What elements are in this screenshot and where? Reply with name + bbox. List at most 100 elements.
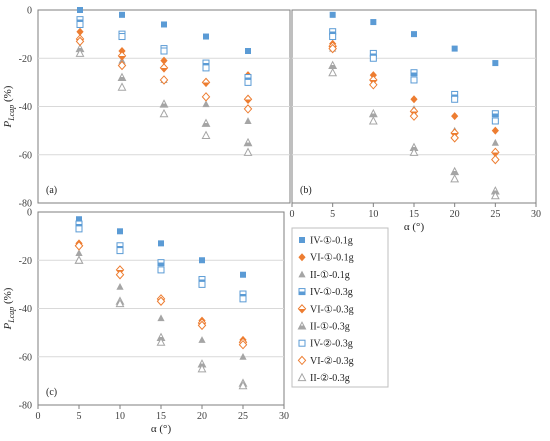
x-tick-label: 20	[197, 411, 207, 422]
data-point-VI-0.3g	[369, 80, 378, 90]
data-point-IV-0.3g	[369, 54, 377, 62]
data-point-IV-0.1g	[161, 21, 167, 28]
y-tick-label: -60	[19, 352, 32, 363]
legend-marker	[298, 270, 306, 278]
legend-marker	[297, 355, 307, 366]
data-point-VI-0.3g	[238, 339, 248, 350]
data-point-VI-0.1g	[369, 71, 377, 80]
chart-panel-1: 0 -20 -40 -60 -80 PLcap (%) (a)	[2, 6, 291, 210]
data-point-IV-0.3g	[451, 95, 459, 103]
x-axis-label: α (°)	[404, 221, 425, 233]
legend-marker	[297, 321, 307, 330]
data-point-VI-0.3g	[243, 104, 253, 114]
data-point-VI-0.3g	[243, 94, 253, 105]
legend-label: II-①-0.3g	[310, 322, 350, 333]
y-tick-label: -20	[19, 256, 32, 267]
x-tick-label: 0	[290, 209, 295, 220]
legend-marker	[297, 372, 307, 382]
data-point-IV-0.3g	[244, 78, 252, 86]
data-point-II-0.3g	[201, 130, 211, 139]
data-point-II-0.3g	[117, 82, 127, 91]
data-point-II-0.3g	[74, 255, 84, 264]
data-point-VI-0.3g	[197, 320, 207, 331]
data-point-II-0.1g	[157, 314, 165, 322]
data-point-IV-0.1g	[492, 60, 499, 67]
data-point-IV-0.3g	[491, 117, 499, 125]
legend-marker	[297, 304, 307, 314]
data-point-II-0.3g	[75, 48, 85, 57]
x-tick-label: 5	[330, 209, 335, 220]
data-point-IV-0.3g	[202, 64, 210, 72]
x-tick-label: 25	[238, 411, 248, 422]
data-point-II-0.3g	[159, 99, 169, 108]
data-point-IV-0.1g	[203, 33, 209, 40]
data-point-II-0.3g	[328, 67, 338, 77]
data-point-II-0.3g	[159, 108, 169, 118]
x-tick-label: 30	[279, 411, 289, 422]
data-point-VI-0.3g	[115, 269, 125, 280]
data-point-II-0.1g	[239, 352, 247, 360]
y-axis-label: PLcap (%)	[2, 287, 16, 330]
data-point-IV-0.3g	[410, 76, 418, 84]
y-tick-label: 0	[27, 6, 32, 17]
legend-marker	[298, 253, 306, 262]
y-tick-label: -20	[19, 54, 32, 65]
x-tick-label: 25	[490, 209, 500, 220]
data-point-IV-0.1g	[117, 228, 123, 235]
data-point-II-0.1g	[198, 336, 206, 343]
y-tick-label: -80	[19, 401, 32, 412]
x-tick-label: 0	[36, 411, 41, 422]
y-tick-label: -60	[19, 150, 32, 161]
y-tick-label: 0	[27, 208, 32, 219]
legend-label: IV-②-0.3g	[310, 339, 353, 350]
data-point-IV-0.1g	[199, 257, 205, 264]
panel-label: (c)	[46, 387, 57, 398]
data-point-IV-0.1g	[245, 48, 251, 55]
data-point-IV-0.3g	[329, 33, 337, 41]
data-point-IV-0.1g	[451, 45, 458, 52]
data-point-VI-0.1g	[118, 47, 126, 56]
x-tick-label: 10	[115, 411, 125, 422]
chart-panel-3: 0 -20 -40 -60 -80 0 5 10 15 20 25 30 PLcap (%) α (°) (…	[2, 208, 289, 436]
x-tick-label: 20	[450, 209, 460, 220]
data-point-II-0.3g	[409, 147, 419, 156]
data-point-VI-0.3g	[201, 77, 211, 88]
data-point-II-0.3g	[197, 363, 207, 373]
legend-marker	[298, 288, 306, 296]
data-point-II-0.3g	[201, 118, 211, 127]
data-point-VI-0.3g	[75, 36, 85, 47]
data-point-VI-0.3g	[328, 43, 337, 54]
legend-box	[291, 227, 389, 388]
x-tick-label: 15	[409, 209, 419, 220]
data-point-IV-0.3g	[75, 225, 83, 233]
data-point-VI-0.3g	[491, 154, 500, 165]
data-point-IV-0.1g	[240, 271, 246, 278]
data-point-II-0.1g	[491, 138, 499, 146]
y-axis-label: PLcap (%)	[2, 85, 16, 128]
data-point-II-0.3g	[490, 190, 500, 200]
x-tick-label: 30	[531, 209, 541, 220]
legend-label: VI-①-0.1g	[310, 253, 354, 264]
data-point-VI-0.3g	[450, 133, 459, 143]
data-point-II-0.3g	[238, 380, 248, 390]
legend-label: VI-②-0.3g	[310, 356, 354, 367]
data-point-VI-0.3g	[156, 296, 166, 307]
y-tick-label: -80	[19, 199, 32, 210]
data-point-VI-0.1g	[76, 27, 84, 36]
legend: IV-①-0.1g VI-①-0.1g II-①-0.1g IV-①-0.3g VI-①…	[291, 227, 389, 388]
data-point-VI-0.3g	[159, 75, 169, 85]
data-point-II-0.3g	[243, 147, 253, 156]
data-point-VI-0.3g	[117, 60, 127, 71]
data-point-IV-0.3g	[157, 266, 165, 274]
x-tick-label: 10	[368, 209, 378, 220]
data-point-II-0.1g	[202, 100, 210, 108]
data-point-II-0.3g	[156, 337, 166, 346]
panel-label: (b)	[300, 185, 312, 196]
data-point-IV-0.1g	[119, 11, 125, 18]
data-point-II-0.3g	[115, 298, 125, 308]
legend-label: IV-①-0.1g	[310, 236, 353, 247]
data-point-IV-0.1g	[77, 7, 83, 13]
legend-marker	[298, 339, 306, 347]
data-point-II-0.3g	[368, 116, 378, 125]
